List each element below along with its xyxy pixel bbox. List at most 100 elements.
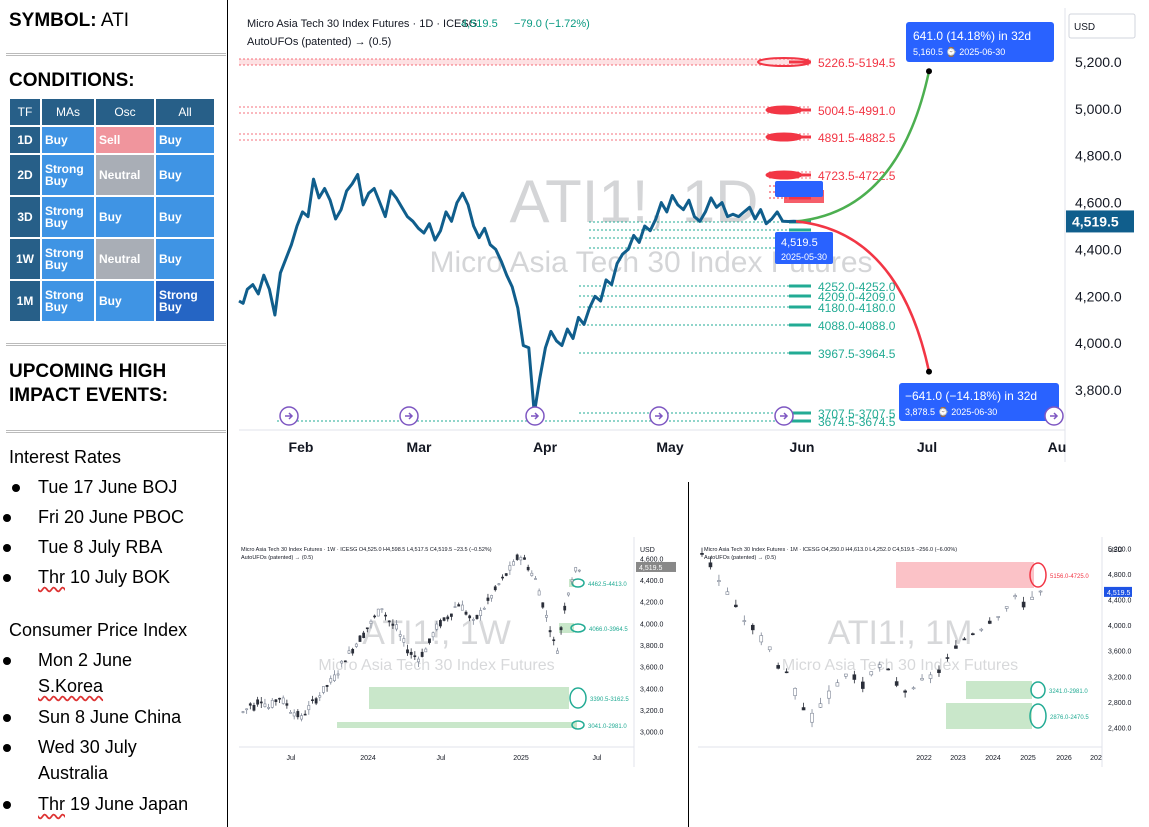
candle-body	[336, 673, 340, 676]
ufo-marker	[1030, 681, 1046, 699]
candle-body	[365, 627, 369, 630]
candle-body	[402, 638, 406, 643]
candle-body	[523, 557, 526, 560]
candle-body	[245, 708, 249, 711]
candle-body	[497, 583, 501, 585]
bullet-icon	[3, 714, 11, 722]
y-tick-label: 5,200.0	[1075, 54, 1122, 70]
candle-body	[827, 690, 831, 699]
x-tick-label: 2024	[360, 755, 376, 762]
candle-body	[835, 682, 840, 687]
conditions-cell-mas: Buy	[42, 127, 94, 153]
support-label: 3707.5-3707.5	[818, 407, 896, 421]
last-price-tag	[1066, 210, 1134, 233]
y-tick-label: 2,800.0	[1108, 700, 1131, 707]
conditions-cell-all: Buy	[156, 239, 214, 279]
candle-body	[954, 645, 958, 649]
price-change: −79.0 (−1.72%)	[514, 18, 590, 30]
candle-body	[406, 649, 409, 654]
conditions-cell-tf: 1D	[10, 127, 40, 153]
candle-body	[486, 597, 490, 601]
candle-body	[508, 565, 512, 571]
candle-body	[428, 638, 431, 643]
support-label: 4252.0-4252.0	[818, 280, 896, 294]
candle-body	[512, 561, 515, 566]
chart-title: Micro Asia Tech 30 Index Futures · 1D · …	[247, 18, 477, 30]
conditions-row: 1D Buy Sell Buy	[10, 127, 214, 153]
arrow-icon	[780, 412, 789, 420]
anchor-box	[775, 232, 833, 264]
conditions-table: TF MAs Osc All 1D Buy Sell Buy 2D Strong Buy Neutr…	[8, 97, 216, 323]
daily-chart[interactable]: USD 5,200.0 5,000.0 4,800.0 4,600.0 4,400.0 4,…	[229, 0, 1149, 481]
candle-body	[354, 643, 358, 647]
x-tick-label: Jul	[437, 755, 446, 762]
candle-body	[303, 713, 307, 716]
candle-body	[894, 681, 899, 686]
candle-body	[548, 630, 552, 633]
candle-body	[501, 576, 504, 579]
y-tick-label: 5,000.0	[1075, 101, 1122, 117]
support-label: 4088.0-4088.0	[818, 319, 896, 333]
conditions-cell-all: Buy	[156, 127, 214, 153]
last-price-label: 4,519.5	[639, 565, 662, 572]
x-tick-label: 2023	[950, 755, 966, 762]
y-tick-label: 3,800.0	[640, 643, 663, 650]
candle-body	[1021, 601, 1026, 608]
last-price-label: 4,519.5	[1072, 213, 1119, 229]
indicator-label: AutoUFOs (patented) → (0.5)	[704, 555, 776, 561]
support-label: 4180.0-4180.0	[818, 301, 896, 315]
candle-body	[340, 660, 344, 664]
candle-body	[274, 699, 278, 702]
conditions-cell-all: Buy	[156, 155, 214, 195]
arrow-icon	[655, 412, 664, 420]
cpi-event-line1: Mon 2 June	[38, 650, 133, 670]
candle-body	[248, 703, 252, 706]
projection-down-sub: 3,878.5 ⌚ 2025-06-30	[905, 406, 997, 417]
candle-body	[362, 632, 366, 638]
candle-body	[395, 624, 398, 630]
candle-body	[409, 651, 413, 655]
candle-body	[767, 646, 772, 651]
projection-up-point	[926, 68, 932, 75]
candle-body	[530, 572, 534, 576]
symbol-label: SYMBOL:	[9, 10, 97, 31]
candle-body	[920, 678, 924, 681]
candle-body	[442, 617, 446, 621]
candle-body	[457, 604, 461, 607]
y-tick-label: 4,000.0	[1075, 335, 1122, 351]
candle-body	[987, 620, 992, 624]
candle-body	[776, 665, 780, 669]
last-price-tag	[1104, 586, 1132, 597]
resistance-zone	[239, 59, 811, 65]
events-title: UPCOMING HIGH IMPACT EVENTS:	[9, 360, 168, 408]
candle-body	[325, 685, 329, 687]
candle-body	[566, 592, 570, 596]
interest-event-text: Tue 17 June BOJ	[38, 477, 178, 497]
conditions-header-cell: TF	[10, 99, 40, 125]
watermark: ATI1!, 1D	[510, 168, 759, 235]
events-title-line2: IMPACT EVENTS:	[9, 385, 169, 406]
conditions-cell-tf: 1W	[10, 239, 40, 279]
candle-body	[252, 705, 256, 711]
candle-body	[577, 569, 581, 572]
ufo-zone	[946, 703, 1032, 729]
cpi-event-line1: Thr 19 June Japan	[38, 794, 189, 814]
candle-body	[449, 613, 453, 617]
candle-body	[519, 557, 523, 561]
candle-body	[482, 607, 486, 610]
candle-body	[911, 687, 916, 690]
candle-body	[376, 608, 380, 617]
resistance-label: 4891.5-4882.5	[818, 131, 896, 145]
candle-body	[750, 624, 755, 631]
bullet-icon	[12, 484, 20, 492]
weekly-chart[interactable]: USD 4,600.0 4,400.0 4,200.0 4,000.0 3,800.0 3,…	[229, 482, 688, 827]
candle-body	[420, 651, 424, 657]
y-tick-label: 4,200.0	[640, 600, 663, 607]
candle-body	[431, 632, 435, 638]
candle-body	[504, 573, 508, 576]
conditions-cell-mas: Strong Buy	[42, 155, 94, 195]
x-tick-label: Jul	[917, 439, 937, 455]
candle-body	[1038, 590, 1043, 593]
candle-body	[322, 686, 325, 693]
